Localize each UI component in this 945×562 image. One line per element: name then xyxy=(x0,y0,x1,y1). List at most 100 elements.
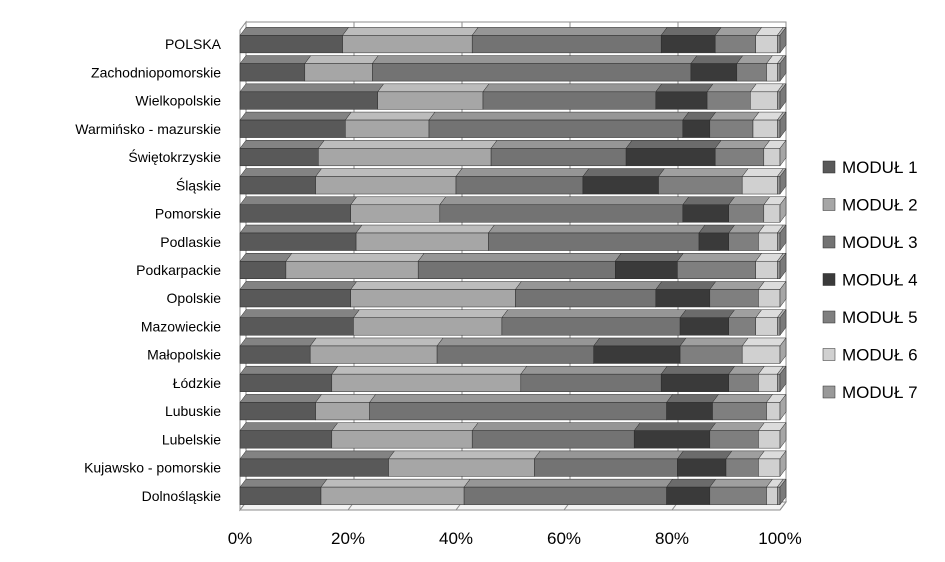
bar-segment xyxy=(755,260,778,280)
bar-segment xyxy=(285,260,419,280)
bar-segment-top xyxy=(239,365,339,375)
bar-group xyxy=(239,111,787,139)
bar-segment xyxy=(239,345,311,364)
bar-segment xyxy=(471,35,662,54)
bar-segment-top xyxy=(355,224,495,234)
legend-label: MODUŁ 5 xyxy=(842,308,918,327)
bar-segment xyxy=(763,204,781,223)
bar-segment xyxy=(463,486,667,505)
bar-group xyxy=(239,167,787,195)
bar-segment-top xyxy=(712,394,773,403)
bar-segment-top xyxy=(377,83,490,93)
bar-segment xyxy=(712,402,767,421)
category-label: POLSKA xyxy=(165,36,222,52)
bar-segment-top xyxy=(309,337,444,347)
legend-swatch xyxy=(822,310,836,324)
legend-label: MODUŁ 4 xyxy=(842,271,918,290)
bar-segment xyxy=(777,486,781,505)
bar-segment xyxy=(714,35,756,54)
category-label: Śląskie xyxy=(176,176,221,193)
bar-segment xyxy=(239,204,351,223)
bar-segment xyxy=(239,35,343,54)
bar-segment-top xyxy=(331,365,528,375)
bar-segment-top xyxy=(725,450,765,460)
bar-segment-side xyxy=(779,139,787,167)
bar-segment xyxy=(482,91,657,110)
bar-segment-top xyxy=(371,55,698,64)
bar-segment xyxy=(777,232,781,251)
bar-group xyxy=(239,421,787,449)
bar-segment-top xyxy=(666,394,719,403)
bar-segment xyxy=(728,373,759,392)
bar-segment xyxy=(369,402,667,421)
category-label: Mazowieckie xyxy=(141,318,221,334)
bar-segment xyxy=(436,345,594,364)
bar-segment xyxy=(239,402,316,421)
bar-segment-side xyxy=(779,308,787,336)
bar-segment-top xyxy=(471,422,641,431)
bar-segment-top xyxy=(350,281,522,290)
bar-group xyxy=(239,478,787,506)
bars xyxy=(239,26,787,506)
category-label: Świętokrzyskie xyxy=(128,148,221,165)
bar-segment-side xyxy=(779,280,787,308)
bar-segment xyxy=(455,176,584,195)
bar-segment xyxy=(677,458,727,477)
bar-group xyxy=(239,196,787,224)
bar-segment-top xyxy=(482,83,663,93)
bar-segment xyxy=(682,119,711,138)
bar-segment-top xyxy=(315,168,463,177)
bar-segment-side xyxy=(779,196,787,224)
legend-label: MODUŁ 3 xyxy=(842,233,918,252)
bar-segment-top xyxy=(352,309,509,318)
bar-segment xyxy=(318,148,492,167)
bar-segment xyxy=(741,345,781,364)
bar-segment xyxy=(758,289,781,308)
legend-swatch xyxy=(822,160,836,174)
bar-group xyxy=(239,308,787,336)
bar-segment-top xyxy=(239,394,323,403)
bar-segment xyxy=(660,373,729,392)
x-tick-label: 60% xyxy=(547,529,581,548)
bar-segment xyxy=(706,91,751,110)
bar-segment xyxy=(777,373,781,392)
bar-segment-side xyxy=(779,83,787,111)
bar-segment-top xyxy=(706,83,757,93)
bar-segment-top xyxy=(239,337,317,347)
bar-segment xyxy=(615,260,678,280)
bar-segment-top xyxy=(741,337,787,347)
bar-segment xyxy=(758,373,778,392)
bar-segment xyxy=(766,486,778,505)
category-label: Łódzkie xyxy=(173,375,221,391)
bar-segment-side xyxy=(779,337,787,365)
bar-segment-top xyxy=(369,394,674,403)
bar-segment-top xyxy=(331,422,479,431)
floor-gridline xyxy=(779,501,787,511)
bar-group xyxy=(239,365,787,393)
bar-segment-top xyxy=(342,27,479,36)
bar-segment-top xyxy=(344,111,436,121)
bar-segment xyxy=(709,289,759,308)
bar-segment-top xyxy=(463,478,674,488)
bar-segment xyxy=(377,91,484,110)
bar-segment-top xyxy=(471,27,668,36)
bar-segment-side xyxy=(779,26,787,54)
bar-segment xyxy=(655,91,708,110)
bar-segment-top xyxy=(709,111,760,121)
bar-segment xyxy=(239,176,316,195)
bar-segment xyxy=(315,402,370,421)
bar-segment-top xyxy=(317,140,498,149)
bar-segment xyxy=(766,63,778,82)
bar-segment xyxy=(750,91,778,110)
bar-segment-top xyxy=(490,140,633,149)
bar-segment xyxy=(239,373,333,392)
bar-segment xyxy=(239,458,389,477)
bar-group xyxy=(239,224,787,252)
bar-segment-top xyxy=(320,478,471,488)
bar-segment xyxy=(666,486,711,505)
x-tick-label: 0% xyxy=(228,529,253,548)
bar-segment xyxy=(758,458,781,477)
bar-segment xyxy=(755,35,778,54)
bar-segment-top xyxy=(239,140,325,149)
bar-segment-top xyxy=(676,450,733,460)
